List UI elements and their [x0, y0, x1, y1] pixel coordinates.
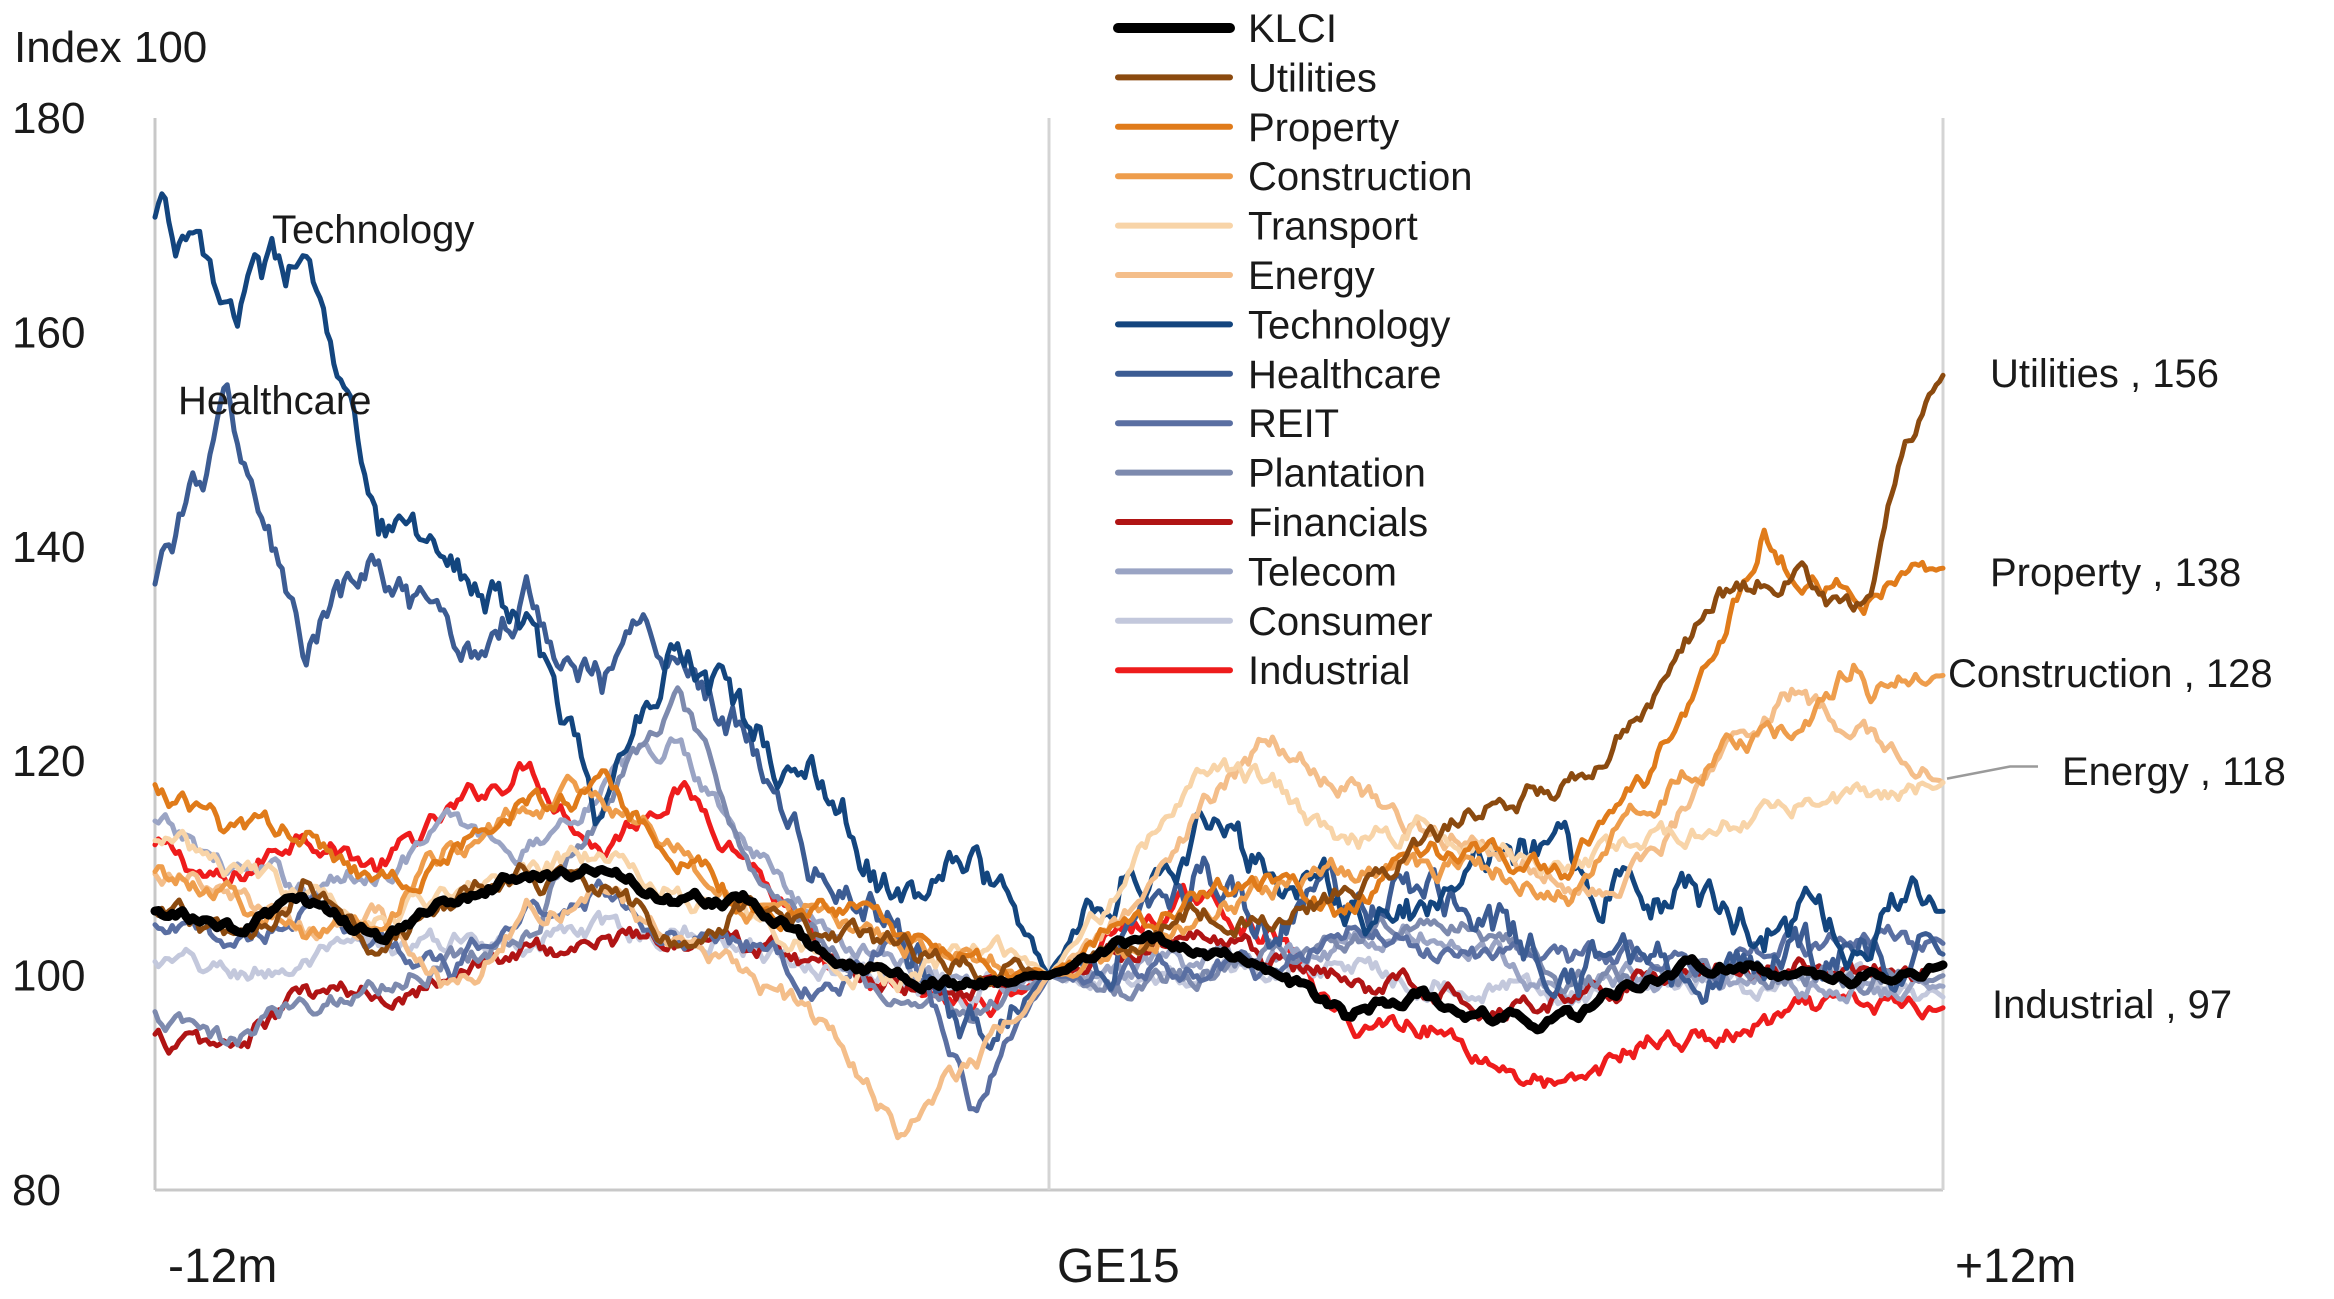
end-label-name: Property [1990, 551, 2141, 595]
end-label-industrial: Industrial , 97 [1992, 983, 2232, 1027]
axis-layer: Index 100 80 100 120 140 160 180 -12m GE15 +12m [12, 23, 2076, 1293]
legend-label-transport: Transport [1248, 205, 1418, 249]
y-axis-label: Index 100 [14, 23, 207, 72]
end-label-separator: , [2141, 551, 2174, 595]
end-label-name: Utilities [1990, 352, 2119, 396]
legend-item-utilities: Utilities [1115, 56, 1377, 100]
y-tick-label-140: 140 [12, 523, 85, 572]
label-layer: Technology Healthcare Utilities , 156 Prope… [178, 208, 2286, 1027]
end-label-name: Industrial [1992, 983, 2154, 1027]
legend-label-telecom: Telecom [1248, 550, 1397, 594]
x-tick-label-12m: +12m [1955, 1240, 2076, 1293]
legend-label-property: Property [1248, 106, 1399, 150]
legend-label-plantation: Plantation [1248, 452, 1426, 496]
end-label-value: 128 [2206, 652, 2273, 696]
y-tick-label-80: 80 [12, 1166, 61, 1215]
y-tick-label-120: 120 [12, 737, 85, 786]
legend-item-plantation: Plantation [1115, 452, 1426, 496]
end-label-value: 118 [2222, 750, 2286, 794]
legend-item-financials: Financials [1115, 501, 1428, 545]
legend-label-industrial: Industrial [1248, 649, 1410, 693]
x-tick-label-12m: -12m [168, 1240, 277, 1293]
annotation-healthcare: Healthcare [178, 379, 371, 423]
end-label-value: 156 [2152, 352, 2219, 396]
legend-label-technology: Technology [1248, 303, 1450, 347]
end-label-separator: , [2189, 750, 2222, 794]
end-label-property: Property , 138 [1990, 551, 2241, 595]
legend-item-reit: REIT [1115, 402, 1339, 446]
legend-label-reit: REIT [1248, 402, 1339, 446]
legend: KLCI Utilities Property Construction Transpo… [1113, 7, 1473, 693]
end-label-value: 138 [2175, 551, 2242, 595]
legend-item-klci: KLCI [1113, 7, 1337, 51]
legend-item-healthcare: Healthcare [1115, 353, 1441, 397]
legend-item-transport: Transport [1115, 205, 1418, 249]
end-label-separator: , [2119, 352, 2152, 396]
legend-label-energy: Energy [1248, 254, 1375, 298]
annotation-technology: Technology [272, 208, 474, 252]
x-tick-label-ge15: GE15 [1057, 1240, 1180, 1293]
end-label-energy: Energy , 118 [2062, 750, 2286, 794]
legend-label-healthcare: Healthcare [1248, 353, 1441, 397]
end-label-construction: Construction , 128 [1948, 652, 2273, 696]
legend-item-industrial: Industrial [1115, 649, 1410, 693]
legend-label-construction: Construction [1248, 155, 1473, 199]
legend-item-consumer: Consumer [1115, 600, 1433, 644]
legend-label-consumer: Consumer [1248, 600, 1433, 644]
end-label-utilities: Utilities , 156 [1990, 352, 2219, 396]
end-label-name: Energy [2062, 750, 2189, 794]
legend-item-property: Property [1115, 106, 1399, 150]
legend-label-klci: KLCI [1248, 7, 1337, 51]
energy-leader-line [1946, 765, 2038, 780]
end-label-name: Construction [1948, 652, 2173, 696]
y-tick-label-100: 100 [12, 952, 85, 1001]
end-label-separator: , [2173, 652, 2206, 696]
legend-item-technology: Technology [1115, 303, 1450, 347]
legend-item-construction: Construction [1115, 155, 1473, 199]
end-label-value: 97 [2188, 983, 2233, 1027]
series-line-klci [150, 863, 1948, 1035]
legend-label-financials: Financials [1248, 501, 1428, 545]
end-label-separator: , [2154, 983, 2187, 1027]
legend-item-telecom: Telecom [1115, 550, 1397, 594]
legend-item-energy: Energy [1115, 254, 1375, 298]
legend-label-utilities: Utilities [1248, 56, 1377, 100]
series-layer [150, 191, 1948, 1141]
y-tick-label-160: 160 [12, 308, 85, 357]
y-tick-label-180: 180 [12, 94, 85, 143]
